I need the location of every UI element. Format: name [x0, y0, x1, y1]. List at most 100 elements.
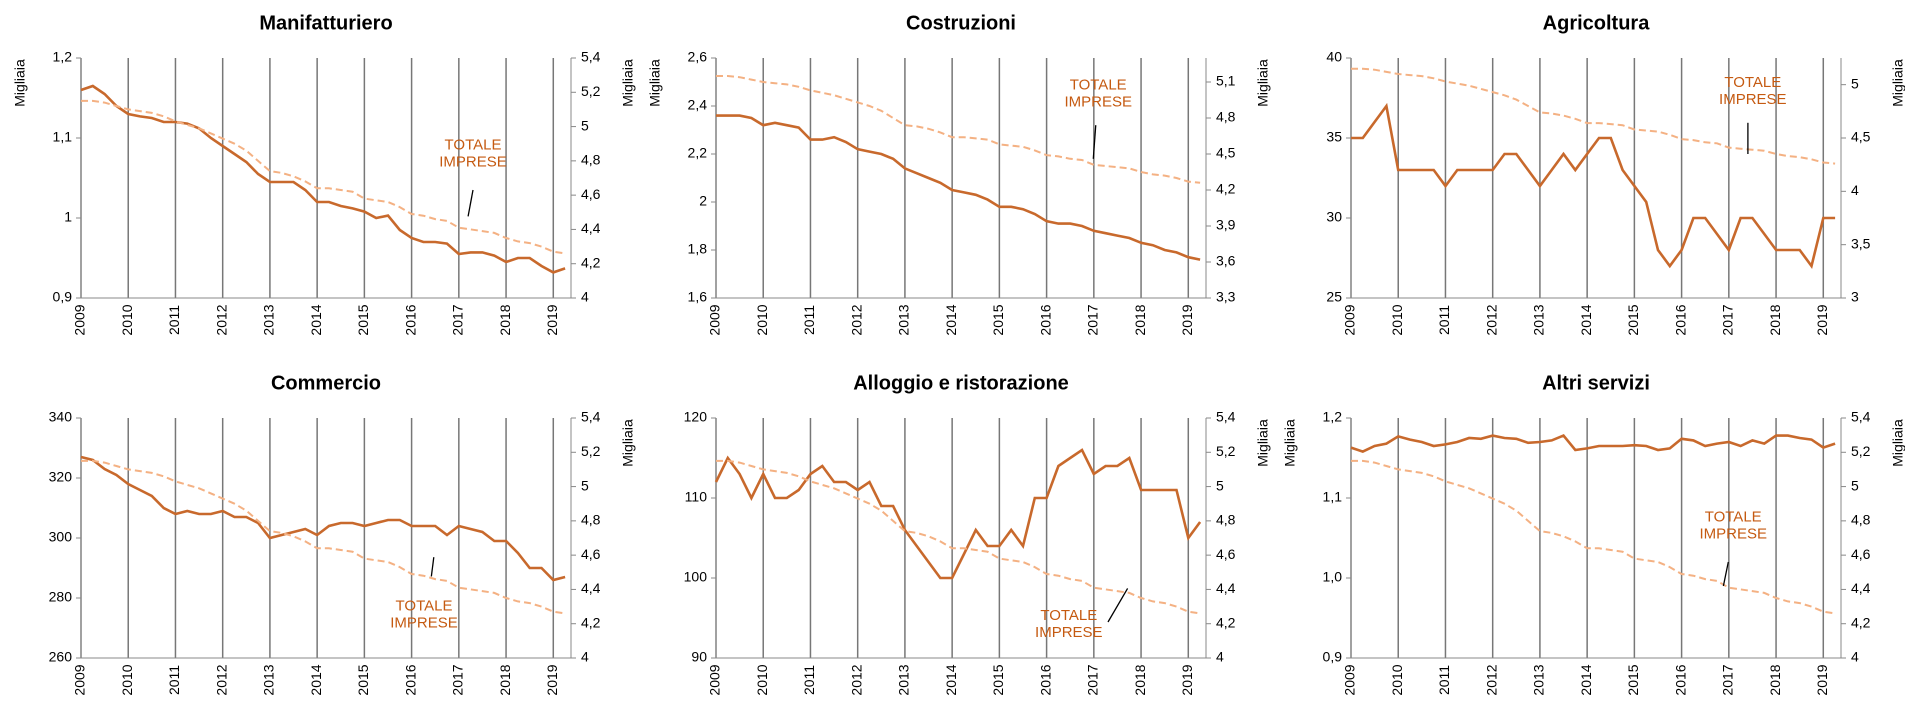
y-tick-label: 2	[699, 193, 707, 209]
y2-tick-label: 4,6	[581, 546, 601, 562]
y-tick-label: 2,4	[688, 97, 708, 113]
y-axis-label: Migliaia	[12, 59, 28, 107]
y2-tick-label: 4,4	[581, 220, 601, 236]
annotation: TOTALE	[396, 597, 453, 614]
y2-tick-label: 3	[1851, 289, 1859, 305]
y-tick-label: 1,8	[688, 241, 708, 257]
y-tick-label: 300	[49, 529, 73, 545]
y-axis-label: Migliaia	[647, 59, 663, 107]
x-tick-label: 2019	[1814, 304, 1830, 335]
x-tick-label: 2015	[1625, 664, 1641, 695]
y2-axis-label: Migliaia	[1255, 59, 1271, 107]
annotation: IMPRESE	[390, 614, 458, 631]
y2-tick-label: 5,2	[1851, 443, 1871, 459]
y2-tick-label: 5,2	[1216, 443, 1236, 459]
y2-tick-label: 4,2	[581, 614, 601, 630]
y2-tick-label: 4,2	[1216, 181, 1236, 197]
chart-panel: Manifatturiero Migliaia Migliaia 2009 2010 20…	[12, 12, 636, 335]
x-tick-label: 2011	[1436, 305, 1452, 335]
y-axis-label: Migliaia	[1282, 419, 1298, 467]
y-tick-label: 0,9	[53, 289, 73, 305]
y2-tick-label: 5,4	[1216, 409, 1236, 425]
x-tick-label: 2015	[355, 664, 371, 695]
x-tick-label: 2013	[1531, 664, 1547, 695]
y-tick-label: 1,6	[688, 289, 708, 305]
x-tick-label: 2014	[1578, 304, 1594, 335]
y-tick-label: 2,2	[688, 145, 708, 161]
x-tick-label: 2012	[1483, 664, 1499, 695]
x-tick-label: 2010	[119, 304, 135, 335]
annotation: IMPRESE	[439, 153, 507, 170]
total-line	[716, 75, 1201, 184]
chart-title: Costruzioni	[906, 12, 1016, 34]
y2-tick-label: 4,8	[1851, 512, 1871, 528]
x-tick-label: 2017	[450, 664, 466, 695]
sector-line	[714, 448, 1202, 580]
x-tick-label: 2015	[990, 664, 1006, 695]
x-tick-label: 2019	[544, 304, 560, 335]
x-tick-label: 2014	[1578, 664, 1594, 695]
total-line	[1351, 67, 1836, 165]
x-tick-label: 2018	[497, 664, 513, 695]
x-tick-label: 2018	[1132, 304, 1148, 335]
x-tick-label: 2014	[943, 664, 959, 695]
x-tick-label: 2010	[1389, 304, 1405, 335]
x-tick-label: 2017	[1720, 664, 1736, 695]
y-tick-label: 100	[684, 569, 708, 585]
x-tick-label: 2016	[402, 664, 418, 695]
y2-tick-label: 4,6	[581, 186, 601, 202]
x-tick-label: 2016	[1672, 304, 1688, 335]
x-tick-label: 2013	[896, 664, 912, 695]
annotation: IMPRESE	[1719, 91, 1787, 108]
y-tick-label: 1,1	[53, 129, 73, 145]
y2-tick-label: 4	[1851, 649, 1859, 665]
x-tick-label: 2013	[896, 304, 912, 335]
y2-tick-label: 3,5	[1851, 235, 1871, 251]
annotation-leader	[467, 189, 474, 217]
y2-tick-label: 5,1	[1216, 73, 1236, 89]
sector-line	[716, 114, 1201, 261]
x-tick-label: 2016	[1037, 664, 1053, 695]
chart-panel: Alloggio e ristorazione Migliaia 2009 2010 2…	[684, 372, 1271, 695]
y-tick-label: 280	[49, 589, 73, 605]
y-tick-label: 35	[1326, 129, 1342, 145]
y2-axis-label: Migliaia	[1890, 419, 1905, 467]
y2-tick-label: 4,6	[1216, 546, 1236, 562]
x-tick-label: 2019	[1179, 304, 1195, 335]
y2-tick-label: 4,4	[581, 580, 601, 596]
x-tick-label: 2013	[1531, 304, 1547, 335]
x-tick-label: 2009	[707, 304, 723, 335]
x-tick-label: 2017	[1720, 304, 1736, 335]
y2-axis-label: Migliaia	[620, 59, 636, 107]
x-tick-label: 2012	[213, 664, 229, 695]
annotation: IMPRESE	[1699, 525, 1767, 542]
y-tick-label: 2,6	[688, 49, 708, 65]
total-line	[1351, 459, 1836, 615]
x-tick-label: 2009	[1342, 304, 1358, 335]
chart-title: Altri servizi	[1542, 372, 1650, 394]
y2-tick-label: 5	[1216, 477, 1224, 493]
x-tick-label: 2011	[166, 665, 182, 695]
x-tick-label: 2010	[754, 304, 770, 335]
x-tick-label: 2017	[1085, 304, 1101, 335]
sector-line	[80, 84, 566, 274]
annotation: TOTALE	[1705, 508, 1762, 525]
x-tick-label: 2018	[1767, 304, 1783, 335]
x-tick-label: 2015	[990, 304, 1006, 335]
x-tick-label: 2012	[848, 664, 864, 695]
x-tick-label: 2010	[1389, 664, 1405, 695]
y2-tick-label: 5	[581, 477, 589, 493]
y-tick-label: 1,2	[53, 49, 73, 65]
x-tick-label: 2009	[72, 304, 88, 335]
x-tick-label: 2015	[355, 304, 371, 335]
x-tick-label: 2010	[754, 664, 770, 695]
sector-line	[1350, 434, 1836, 454]
y2-tick-label: 5,4	[581, 409, 601, 425]
y2-tick-label: 4,8	[1216, 512, 1236, 528]
total-line	[81, 459, 566, 615]
y2-tick-label: 4,8	[1216, 109, 1236, 125]
y2-tick-label: 4,5	[1851, 129, 1871, 145]
total-line	[716, 459, 1201, 615]
